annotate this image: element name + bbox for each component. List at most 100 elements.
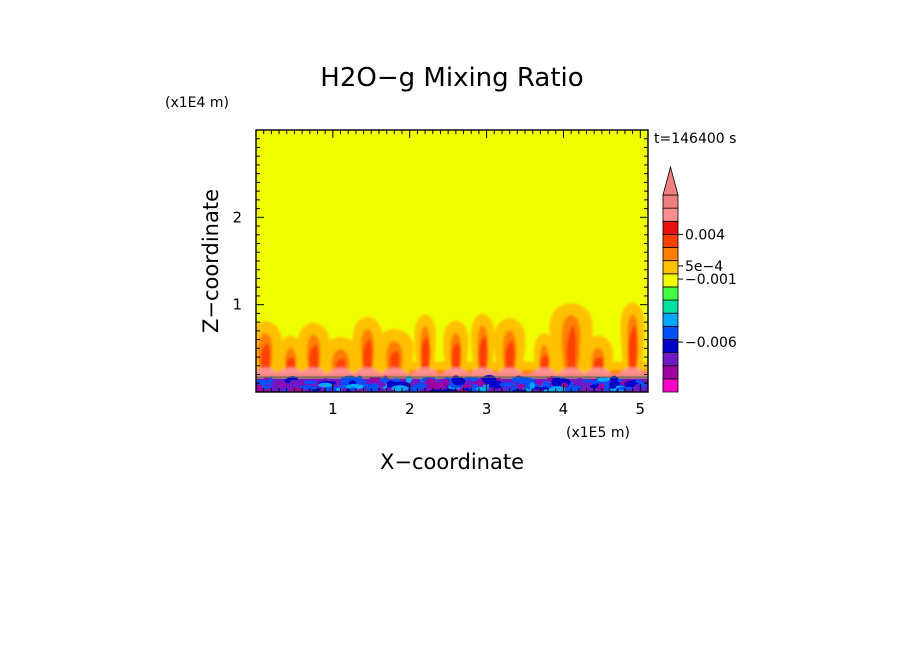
plume-base <box>557 367 586 375</box>
y-tick-label: 1 <box>232 296 242 314</box>
surface-cell <box>322 378 329 382</box>
colorbar-tick-label: 0.004 <box>685 227 725 243</box>
surface-cell <box>465 379 472 386</box>
colorbar-segment <box>662 233 679 248</box>
colorbar-tick-label: −0.001 <box>685 272 737 288</box>
x-tick-label: 5 <box>636 400 646 418</box>
surface-cell <box>303 380 317 385</box>
surface-cell <box>451 375 461 383</box>
plume-base <box>276 367 305 375</box>
colorbar-segment <box>662 365 679 380</box>
colorbar-segment <box>662 273 679 288</box>
plume-stem <box>478 335 489 375</box>
surface-cell <box>365 383 380 392</box>
surface-cell <box>529 382 535 390</box>
surface-cell <box>440 388 457 392</box>
surface-cell <box>350 387 356 391</box>
colorbar-segment <box>662 207 679 222</box>
plume-base <box>256 367 280 375</box>
surface-cell <box>409 386 420 392</box>
plume-stem <box>308 344 319 375</box>
surface-cell <box>391 385 409 392</box>
y-unit-label: (x1E4 m) <box>165 95 229 111</box>
plume-base <box>441 367 470 375</box>
colorbar-segment <box>662 378 679 393</box>
colorbar-tick-labels: 0.004 5e−4−0.001 −0.006 <box>678 227 737 351</box>
plume-stem <box>260 342 271 375</box>
surface-cell <box>318 382 333 388</box>
surface-cell <box>624 380 636 388</box>
plume-base <box>530 367 559 375</box>
moist-layer-band <box>256 374 648 379</box>
colorbar-segment <box>662 325 679 340</box>
surface-cell <box>289 379 298 387</box>
colorbar-tick-label: 5e−4 <box>685 259 723 275</box>
surface-cell <box>435 382 445 387</box>
surface-cell <box>596 377 611 382</box>
plume-stem <box>504 339 515 375</box>
plume-base <box>380 367 409 375</box>
surface-cell <box>256 379 272 386</box>
surface-cell <box>444 378 450 387</box>
colorbar-segment <box>662 312 679 327</box>
colorbar-segment <box>662 352 679 367</box>
surface-cell <box>635 379 641 383</box>
colorbar-segment <box>662 286 679 301</box>
y-axis-label: Z−coordinate <box>199 189 223 333</box>
x-tick-label: 1 <box>328 400 338 418</box>
surface-cell <box>574 377 585 382</box>
boundary-layer <box>256 374 648 392</box>
plume-base <box>411 367 440 375</box>
plume-stem <box>627 324 638 375</box>
surface-cell <box>332 385 338 392</box>
y-axis-tick-labels: 12 <box>232 208 242 313</box>
plume-stem <box>420 336 431 375</box>
surface-cell <box>425 378 436 384</box>
surface-cell <box>436 378 448 382</box>
plume-base <box>468 367 497 375</box>
surface-cell <box>589 384 599 389</box>
plume-base <box>326 367 355 375</box>
plume-stem <box>362 338 373 375</box>
surface-cell <box>560 382 568 388</box>
surface-cell <box>567 386 579 392</box>
surface-cell <box>379 377 390 383</box>
surface-cell <box>481 388 487 392</box>
time-label: t=146400 s <box>654 131 736 147</box>
colorbar-segment <box>662 299 679 314</box>
x-axis-label: X−coordinate <box>380 450 524 474</box>
surface-cell <box>358 388 363 392</box>
colorbar-segment <box>662 260 679 275</box>
x-axis-tick-labels: 1 2 3 4 5 <box>328 400 645 418</box>
colorbar-segment <box>662 220 679 235</box>
x-unit-label: (x1E5 m) <box>566 425 630 441</box>
plume-base <box>299 367 328 375</box>
surface-cell <box>368 376 382 383</box>
colorbar-segment <box>662 247 679 262</box>
x-tick-label: 2 <box>405 400 415 418</box>
plume-base <box>353 367 382 375</box>
plume-base <box>618 367 647 375</box>
colorbar-overflow-arrow <box>662 165 679 196</box>
x-tick-label: 3 <box>482 400 492 418</box>
surface-cell <box>551 377 563 387</box>
plume-stem <box>566 325 577 375</box>
colorbar-tick-label: −0.006 <box>685 335 737 351</box>
x-tick-label: 4 <box>559 400 569 418</box>
surface-cell <box>617 386 635 391</box>
plot-area <box>256 130 648 392</box>
plume-base <box>495 367 524 375</box>
surface-cell <box>284 378 292 384</box>
surface-cell <box>609 381 621 386</box>
surface-cell <box>511 376 529 384</box>
surface-cell <box>481 374 497 384</box>
colorbar <box>662 165 679 393</box>
surface-cell <box>598 383 605 391</box>
x-axis-ticks <box>263 130 649 392</box>
y-tick-label: 2 <box>232 208 242 226</box>
y-axis-ticks <box>256 138 648 384</box>
surface-cell <box>288 386 305 392</box>
colorbar-segment <box>662 339 679 354</box>
plume-base <box>584 367 613 375</box>
